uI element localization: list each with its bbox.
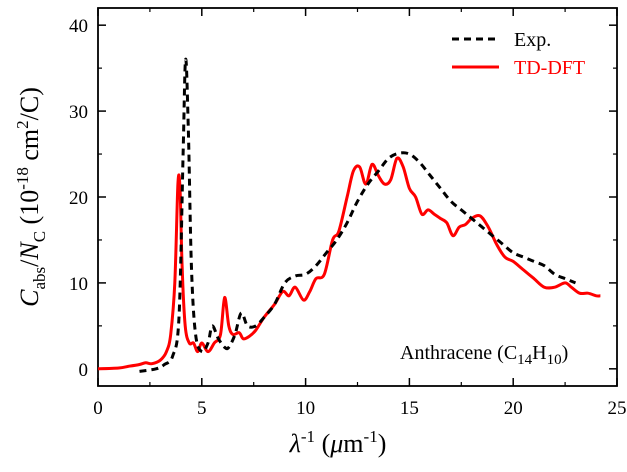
legend-label-tddft: TD-DFT xyxy=(514,57,585,79)
series-layer xyxy=(97,57,601,373)
y-tick-label: 20 xyxy=(69,188,88,209)
x-axis-label: λ-1 (μm-1) xyxy=(289,427,387,458)
molecule-annotation: Anthracene (C14H10) xyxy=(400,342,568,368)
plot-area: 0 5 10 15 20 25 0 10 20 30 40 xyxy=(69,7,627,419)
y-tick-label: 30 xyxy=(69,102,88,123)
series-line-exp- xyxy=(139,57,577,373)
ticks: 0 5 10 15 20 25 0 10 20 30 40 xyxy=(69,8,627,419)
y-axis-label-text: Cabs/NC (10-18 cm2/C) xyxy=(13,87,49,307)
legend-label-exp: Exp. xyxy=(514,29,551,51)
x-tick-label: 5 xyxy=(197,398,207,419)
x-tick-label: 20 xyxy=(504,398,523,419)
x-tick-label: 25 xyxy=(608,398,627,419)
x-tick-label: 10 xyxy=(296,398,315,419)
series-line-td-dft xyxy=(97,156,601,371)
x-tick-label: 0 xyxy=(93,398,103,419)
y-tick-label: 0 xyxy=(79,360,89,381)
y-axis-label: Cabs/NC (10-18 cm2/C) xyxy=(13,87,49,307)
y-tick-label: 40 xyxy=(69,16,88,37)
y-tick-label: 10 xyxy=(69,274,88,295)
x-tick-label: 15 xyxy=(400,398,419,419)
legend: Exp. TD-DFT xyxy=(452,29,585,79)
